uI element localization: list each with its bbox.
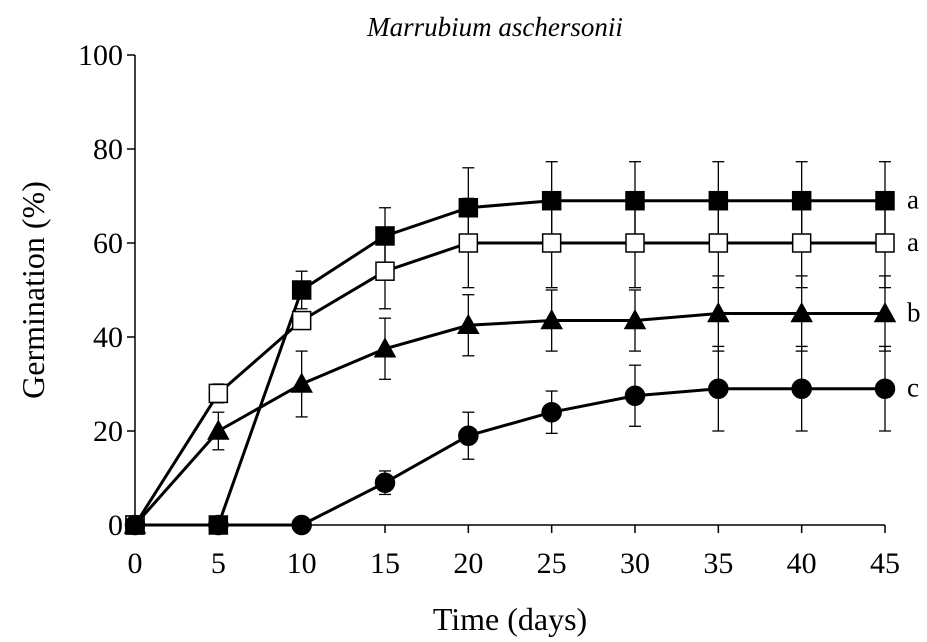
series-line <box>133 312 885 526</box>
x-tick-label: 20 <box>453 547 483 580</box>
data-point <box>707 301 730 323</box>
data-point <box>708 378 729 399</box>
series-line <box>133 241 885 526</box>
data-point <box>540 309 563 330</box>
data-point <box>874 378 896 399</box>
data-point <box>541 233 562 253</box>
data-point <box>291 310 312 331</box>
data-point <box>875 233 895 253</box>
data-point <box>708 233 729 253</box>
data-point <box>208 383 229 404</box>
data-point <box>124 514 146 536</box>
data-point <box>791 233 812 253</box>
y-axis-label: Germination (%) <box>15 181 51 399</box>
series-1: a <box>125 161 919 535</box>
data-point <box>458 425 479 446</box>
series-line <box>135 199 885 527</box>
data-point <box>624 385 646 406</box>
y-tick-label: 100 <box>78 39 123 72</box>
series-line <box>135 387 885 527</box>
series-end-label: b <box>907 298 921 328</box>
x-tick-label: 5 <box>211 547 226 580</box>
data-point <box>541 401 562 423</box>
y-tick-label: 60 <box>93 227 123 260</box>
data-point <box>458 233 479 253</box>
x-tick-label: 35 <box>703 547 733 580</box>
data-point <box>373 337 397 358</box>
data-point <box>790 301 813 323</box>
x-tick-label: 10 <box>287 547 317 580</box>
x-tick-label: 45 <box>870 547 900 580</box>
x-axis-label: Time (days) <box>433 601 587 637</box>
data-point <box>873 301 897 323</box>
x-tick-label: 40 <box>787 547 817 580</box>
series-4: c <box>124 345 919 536</box>
series-end-label: a <box>907 185 919 215</box>
data-point <box>623 309 647 330</box>
series-layer: aa b c <box>123 161 921 536</box>
data-point <box>207 419 230 440</box>
data-point <box>291 514 312 536</box>
data-point <box>290 372 313 393</box>
x-tick-label: 0 <box>128 547 143 580</box>
x-ticks: 0 5 10 15 20 25 30 35 40 45 <box>128 525 900 580</box>
y-tick-label: 80 <box>93 133 123 166</box>
y-tick-label: 0 <box>108 509 123 542</box>
data-point <box>457 313 480 334</box>
y-ticks: 0 20 40 60 80 100 <box>78 39 135 542</box>
series-3: b <box>123 275 921 534</box>
series-end-label: a <box>907 227 919 257</box>
data-point <box>791 378 812 399</box>
data-point <box>375 261 395 281</box>
y-tick-label: 40 <box>93 321 123 354</box>
x-tick-label: 30 <box>620 547 650 580</box>
data-point <box>291 280 312 300</box>
y-tick-label: 20 <box>93 415 123 448</box>
series-end-label: c <box>907 373 919 403</box>
x-tick-label: 25 <box>537 547 567 580</box>
x-tick-label: 15 <box>370 547 400 580</box>
data-point <box>625 233 645 253</box>
data-point <box>374 472 396 493</box>
series-2: a <box>125 197 919 535</box>
data-point <box>208 514 229 536</box>
chart-title: Marrubium aschersonii <box>366 12 623 42</box>
